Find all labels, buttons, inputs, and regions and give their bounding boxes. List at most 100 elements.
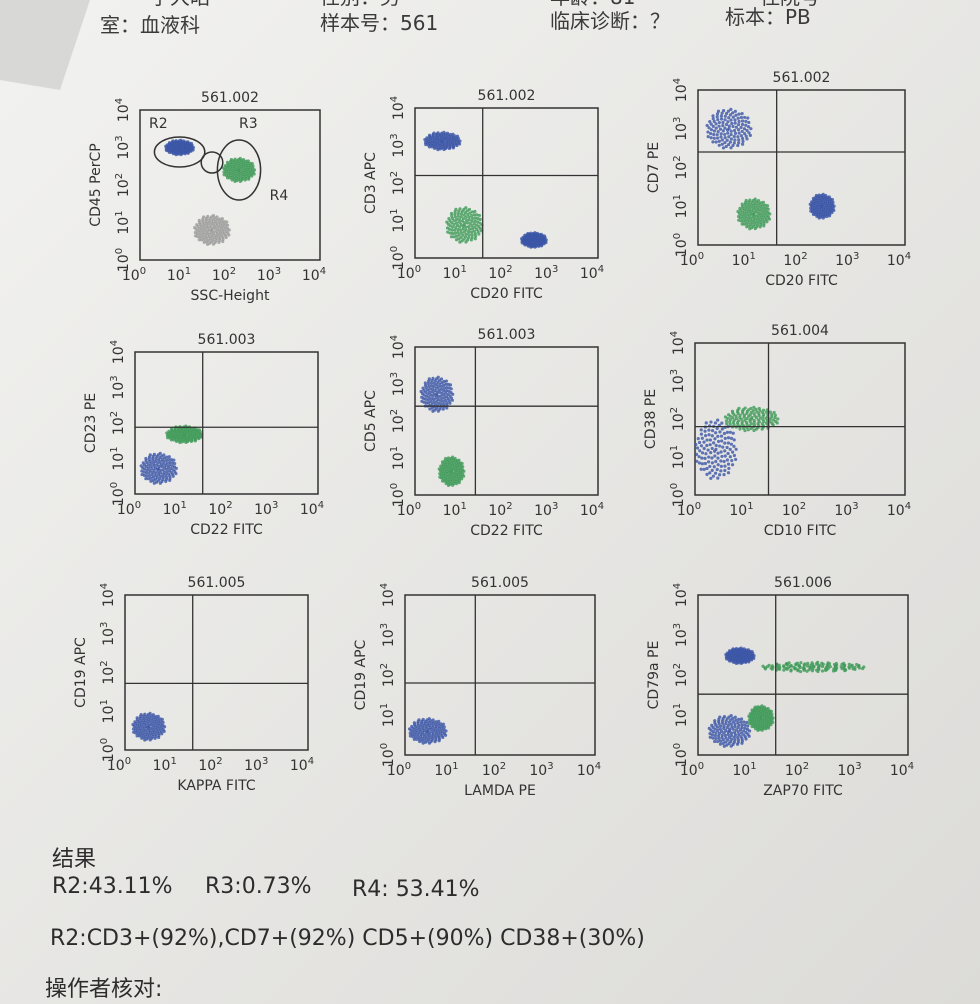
event-dot	[716, 463, 720, 467]
plot-frame	[414, 346, 599, 496]
x-axis-label: CD10 FITC	[764, 523, 837, 539]
event-dot	[725, 743, 729, 747]
event-dot	[769, 723, 773, 727]
event-dot	[716, 129, 720, 134]
x-tick-label: 104	[580, 501, 604, 519]
event-dot	[747, 714, 751, 718]
tick-exponent: 2	[672, 155, 683, 161]
event-dot	[795, 661, 800, 665]
tick-base: 10	[674, 239, 690, 257]
event-dot	[785, 667, 789, 671]
event-dot	[770, 412, 774, 417]
event-dot	[697, 440, 702, 445]
tick-exponent: 4	[905, 501, 911, 512]
tick-base: 10	[163, 502, 181, 518]
tick-base: 10	[680, 253, 698, 269]
event-dot	[766, 707, 770, 711]
event-dot	[427, 133, 432, 137]
event-dot	[221, 166, 226, 170]
tick-base: 10	[732, 763, 750, 779]
tick-exponent: 3	[672, 117, 683, 123]
event-dot	[747, 734, 751, 738]
event-dot	[727, 735, 731, 739]
event-dot	[744, 134, 748, 138]
x-tick-label: 100	[677, 501, 701, 519]
event-dot	[167, 141, 172, 145]
event-dot	[832, 208, 836, 212]
event-dot	[158, 451, 162, 456]
event-dot	[195, 223, 199, 227]
event-dot	[229, 157, 234, 162]
tick-exponent: 2	[99, 660, 110, 666]
y-tick-label: 103	[672, 623, 690, 647]
event-dot	[430, 145, 434, 149]
tick-exponent: 0	[672, 743, 683, 749]
gate-label: R4	[270, 188, 289, 204]
tick-exponent: 3	[552, 264, 558, 275]
event-dot	[441, 399, 445, 404]
event-dot	[542, 234, 547, 238]
tick-exponent: 2	[500, 761, 506, 772]
event-dot	[752, 654, 756, 658]
tick-base: 10	[381, 749, 397, 767]
tick-exponent: 4	[109, 340, 120, 346]
x-tick-label: 100	[397, 501, 421, 519]
event-dot	[412, 737, 416, 741]
event-dot	[475, 213, 479, 217]
event-dot	[439, 377, 444, 381]
event-dot	[770, 667, 774, 671]
event-dot	[722, 731, 726, 735]
event-dot	[802, 668, 806, 672]
plot-frame	[697, 89, 906, 246]
event-dot	[171, 474, 175, 478]
event-dot	[424, 142, 428, 147]
event-dot	[448, 132, 453, 137]
event-dot	[735, 742, 740, 746]
event-dot	[696, 437, 700, 441]
event-dot	[432, 146, 437, 150]
event-dot	[160, 732, 164, 736]
tick-exponent: 0	[114, 248, 125, 254]
event-dot	[744, 198, 748, 203]
x-tick-label: 100	[397, 264, 421, 282]
x-tick-label: 103	[837, 761, 861, 779]
event-dot	[743, 726, 747, 730]
event-dot	[713, 739, 717, 744]
x-tick-label: 104	[887, 501, 911, 519]
event-dot	[470, 233, 474, 237]
event-dot	[724, 740, 728, 744]
event-dot	[698, 449, 702, 453]
event-dot	[204, 221, 208, 225]
tick-exponent: 1	[109, 446, 120, 452]
tick-base: 10	[671, 451, 687, 469]
event-dot	[250, 162, 254, 166]
event-dot	[161, 720, 165, 724]
event-dot	[726, 142, 731, 147]
event-dot	[725, 458, 730, 462]
event-dot	[727, 124, 731, 128]
event-dot	[740, 112, 744, 116]
event-dot	[757, 406, 761, 411]
event-dot	[771, 716, 775, 720]
tick-exponent: 2	[216, 756, 222, 767]
event-dot	[759, 220, 763, 225]
event-dot	[151, 478, 155, 483]
y-tick-label: 103	[114, 135, 132, 159]
event-dot	[252, 168, 257, 172]
event-dot	[140, 472, 144, 477]
event-dot	[820, 661, 824, 665]
y-axis-label: CD79a PE	[646, 641, 662, 710]
event-dot	[721, 120, 725, 125]
event-dot	[796, 669, 800, 673]
event-dot	[761, 203, 765, 207]
event-dot	[718, 127, 723, 131]
event-dot	[739, 125, 743, 130]
tick-base: 10	[381, 669, 397, 687]
tick-exponent: 0	[669, 483, 680, 489]
event-dot	[478, 217, 482, 221]
plot-title: 561.004	[771, 323, 829, 339]
event-dot	[737, 112, 741, 116]
event-dot	[714, 731, 718, 735]
